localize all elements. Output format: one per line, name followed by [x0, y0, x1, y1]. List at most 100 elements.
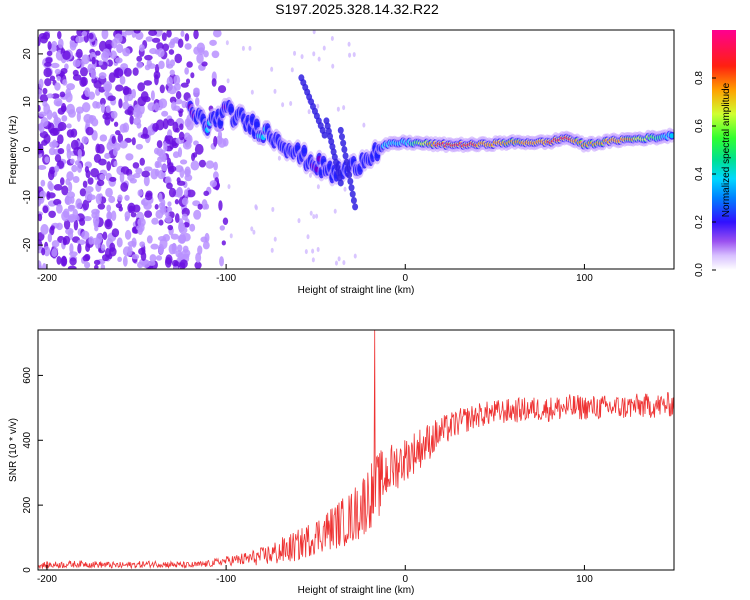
noise-speck [94, 264, 99, 269]
noise-speck [201, 61, 208, 67]
noise-speck [133, 107, 141, 118]
noise-speck [72, 59, 81, 68]
noise-speck [168, 49, 175, 55]
noise-speck [105, 219, 111, 228]
noise-speck [111, 135, 116, 144]
noise-speck [122, 85, 130, 96]
noise-speck [47, 180, 53, 190]
noise-speck [176, 180, 186, 186]
noise-speck [311, 248, 315, 254]
noise-speck [95, 143, 101, 154]
noise-speck [94, 238, 101, 249]
colorbar-tick-label: 0.8 [694, 71, 705, 85]
noise-speck [73, 219, 79, 231]
noise-speck [82, 199, 90, 211]
noise-speck [308, 172, 312, 178]
noise-speck [38, 164, 47, 171]
noise-speck [178, 218, 184, 229]
noise-speck [81, 136, 89, 144]
noise-speck [250, 89, 254, 95]
noise-speck [59, 91, 66, 98]
noise-speck [209, 180, 218, 188]
noise-speck [53, 97, 63, 107]
colorbar-tick-label: 0.0 [694, 263, 705, 277]
noise-speck [123, 93, 129, 103]
noise-speck [154, 102, 160, 112]
noise-speck [115, 57, 123, 64]
noise-speck [76, 111, 81, 122]
noise-speck [42, 87, 48, 95]
noise-speck [101, 30, 109, 40]
noise-speck [144, 192, 153, 201]
noise-speck [108, 195, 116, 204]
noise-speck [105, 105, 111, 113]
noise-speck [153, 147, 160, 155]
noise-speck [157, 235, 167, 242]
noise-speck [273, 236, 277, 242]
noise-speck [111, 228, 120, 238]
noise-speck [212, 30, 222, 38]
noise-speck [146, 235, 153, 244]
noise-speck [66, 123, 72, 129]
spectrogram-x-label: Height of straight line (km) [298, 285, 415, 296]
noise-speck [131, 254, 140, 260]
noise-speck [143, 166, 153, 172]
noise-speck [90, 69, 97, 80]
noise-speck [116, 43, 124, 54]
noise-speck [106, 43, 112, 49]
noise-speck [70, 35, 77, 41]
noise-speck [100, 103, 106, 114]
noise-speck [119, 140, 128, 149]
noise-speck [106, 211, 113, 221]
noise-speck [137, 82, 146, 92]
noise-speck [176, 244, 183, 252]
noise-speck [46, 50, 53, 57]
noise-speck [316, 103, 320, 109]
noise-speck [84, 261, 91, 269]
noise-speck [213, 135, 218, 147]
noise-speck [331, 63, 335, 69]
noise-speck [44, 78, 52, 87]
noise-speck [129, 177, 137, 184]
noise-speck [76, 162, 83, 173]
noise-speck [63, 218, 71, 230]
noise-speck [44, 156, 50, 164]
noise-speck [42, 100, 48, 107]
noise-speck [95, 209, 100, 220]
noise-speck [54, 68, 61, 75]
noise-speck [66, 171, 74, 181]
noise-speck [57, 38, 64, 49]
noise-speck [312, 51, 316, 57]
noise-speck [315, 213, 319, 219]
noise-speck [64, 196, 72, 206]
noise-speck [38, 123, 43, 131]
y-tick-label: 0 [22, 567, 33, 573]
noise-speck [352, 52, 356, 58]
noise-speck [112, 147, 118, 157]
noise-speck [158, 192, 163, 203]
noise-speck [118, 98, 123, 109]
snr-y-ticks: 0 200 400 600 [22, 367, 43, 573]
spectrogram-x-ticks: -200 -100 0 100 [37, 264, 593, 284]
noise-speck [117, 133, 124, 144]
y-tick-label: 10 [22, 96, 33, 108]
noise-speck [85, 186, 94, 193]
noise-speck [119, 123, 128, 133]
noise-speck [106, 204, 112, 212]
noise-speck [180, 82, 189, 88]
noise-speck [143, 175, 150, 187]
snr-frame [37, 329, 675, 571]
noise-speck [135, 143, 144, 150]
noise-speck [173, 74, 181, 86]
noise-speck [56, 222, 63, 231]
noise-speck [68, 181, 73, 192]
noise-speck [139, 44, 145, 52]
noise-speck [80, 149, 85, 157]
spectrogram-y-ticks: 20 10 0 -10 -20 [22, 48, 43, 252]
noise-speck [150, 90, 155, 101]
noise-speck [56, 203, 63, 214]
noise-speck [102, 254, 110, 262]
noise-speck [66, 148, 72, 160]
noise-speck [47, 41, 52, 50]
spectrogram-heatmap [38, 30, 674, 269]
